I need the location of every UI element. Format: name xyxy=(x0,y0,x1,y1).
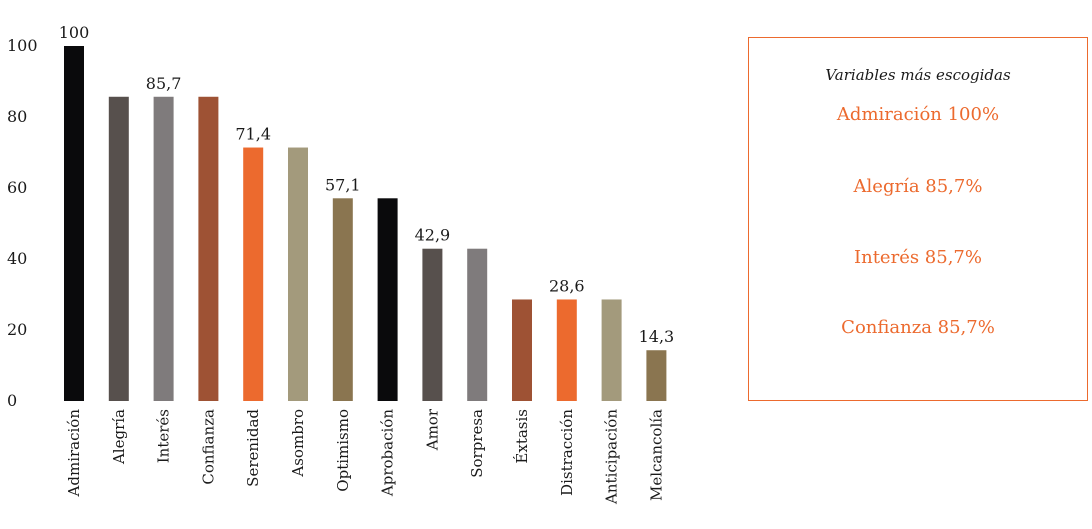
x-tick-label: Sorpresa xyxy=(468,409,486,478)
x-tick-label: Anticipación xyxy=(603,409,621,505)
bar xyxy=(108,96,129,401)
legend-title: Variables más escogidas xyxy=(825,66,1011,84)
data-label: 14,3 xyxy=(639,327,675,346)
bar xyxy=(422,248,443,401)
data-label: 28,6 xyxy=(549,276,585,295)
bar xyxy=(601,299,622,401)
bar xyxy=(64,46,84,401)
data-label: 42,9 xyxy=(415,226,451,245)
bar xyxy=(332,198,353,401)
legend-item-admiracion: Admiración 100% xyxy=(836,104,1000,125)
bar xyxy=(556,299,577,401)
x-tick-label: Serenidad xyxy=(244,409,262,487)
y-tick-label: 60 xyxy=(7,178,27,197)
data-label: 85,7 xyxy=(146,74,182,93)
x-tick-label: Interés xyxy=(155,409,173,463)
y-axis-ticks: 0 20 40 60 80 100 xyxy=(7,36,38,410)
bar xyxy=(377,198,398,401)
bar xyxy=(153,96,174,401)
data-label: 71,4 xyxy=(235,125,271,144)
data-labels: 100 85,7 71,4 57,1 42,9 28,6 14,3 xyxy=(59,23,674,346)
y-tick-label: 40 xyxy=(7,249,27,268)
x-axis-labels: Admiración Alegría Interés Confianza Serenid… xyxy=(65,408,665,505)
x-tick-label: Melcancolía xyxy=(647,409,665,501)
bar xyxy=(198,96,219,401)
x-tick-label: Amor xyxy=(423,408,441,451)
y-tick-label: 20 xyxy=(7,320,27,339)
bar xyxy=(467,248,488,401)
data-label: 57,1 xyxy=(325,175,361,194)
x-tick-label: Aprobación xyxy=(379,409,397,497)
data-label: 100 xyxy=(59,23,90,42)
y-tick-label: 0 xyxy=(7,391,17,410)
legend-item-alegria: Alegría 85,7% xyxy=(853,176,983,197)
legend-box: Variables más escogidas Admiración 100% … xyxy=(748,37,1088,401)
x-tick-label: Admiración xyxy=(65,409,83,498)
x-tick-label: Asombro xyxy=(289,409,307,478)
bar xyxy=(243,147,264,401)
bars xyxy=(64,46,667,401)
x-tick-label: Alegría xyxy=(110,409,128,465)
bar-chart: 0 20 40 60 80 100 100 85,7 71,4 57,1 42,9 28,6 14,3… xyxy=(7,23,674,505)
x-tick-label: Distracción xyxy=(558,409,576,496)
legend-item-confianza: Confianza 85,7% xyxy=(841,317,995,338)
bar xyxy=(646,350,667,401)
x-tick-label: Éxtasis xyxy=(513,409,531,464)
y-tick-label: 100 xyxy=(7,36,38,55)
x-tick-label: Confianza xyxy=(199,409,217,485)
legend-item-interes: Interés 85,7% xyxy=(854,247,982,268)
y-tick-label: 80 xyxy=(7,107,27,126)
x-tick-label: Optimismo xyxy=(334,409,352,492)
bar xyxy=(512,299,532,401)
bar xyxy=(288,147,308,401)
